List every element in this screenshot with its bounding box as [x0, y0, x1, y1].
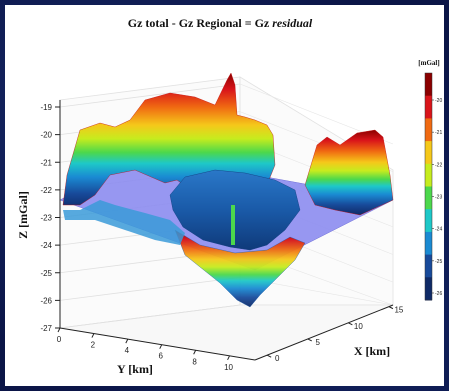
colorbar-segment	[425, 186, 432, 210]
colorbar-segment	[425, 163, 432, 187]
y-tick-mark	[193, 350, 197, 355]
colorbar-tick-label: -26	[435, 291, 442, 297]
y-tick-label: 8	[192, 357, 197, 366]
colorbar-segment	[425, 277, 432, 301]
y-axis-line	[59, 327, 256, 361]
figure-panel: Gz total - Gz Regional = Gz residual	[5, 5, 444, 386]
colorbar-tick-label: -21	[435, 130, 442, 136]
x-axis-line	[254, 304, 394, 361]
x-tick-mark	[266, 354, 272, 358]
x-tick-mark	[388, 306, 394, 310]
colorbar-tick-label: -20	[435, 98, 442, 104]
x-tick-label: 0	[275, 354, 280, 363]
residual-surface	[62, 72, 394, 308]
x-tick-label: 5	[316, 338, 321, 347]
z-tick-label: -20	[40, 131, 52, 140]
y-tick-label: 0	[57, 335, 62, 344]
y-tick-mark	[159, 344, 163, 349]
colorbar-tick-label: -23	[435, 195, 442, 201]
colorbar-tick-label: -22	[435, 162, 442, 168]
x-tick-label: 15	[394, 306, 403, 315]
y-axis-ticks: 0 2 4 6 8 10	[57, 327, 234, 372]
surface-front-rim	[63, 200, 185, 245]
colorbar-segment	[425, 73, 432, 97]
z-grid-line	[59, 276, 241, 301]
x-tick-mark	[348, 322, 353, 326]
z-tick-label: -22	[40, 186, 52, 195]
z-axis-ticks: -19 -20 -21 -22 -23 -24 -25 -26 -27	[40, 103, 60, 333]
x-axis-label: X [km]	[354, 344, 390, 358]
chart-title: Gz total - Gz Regional = Gz residual	[128, 16, 313, 30]
y-tick-mark	[57, 327, 61, 333]
y-tick-mark	[91, 333, 95, 338]
colorbar-border	[424, 72, 433, 301]
z-tick-label: -26	[40, 296, 52, 305]
y-tick-mark	[125, 338, 129, 344]
z-tick-label: -23	[40, 214, 52, 223]
surface-trough	[174, 229, 306, 308]
y-axis-label: Y [km]	[117, 362, 153, 376]
title-suffix-normal: Gz	[255, 16, 273, 30]
surface-spike	[231, 205, 235, 245]
title-suffix-italic: residual	[272, 16, 313, 30]
colorbar-segment	[425, 254, 432, 278]
colorbar-ticks: -20 -21 -22 -23 -24 -25 -26	[432, 98, 442, 297]
colorbar-tick-label: -24	[435, 227, 442, 233]
z-tick-label: -19	[40, 103, 52, 112]
colorbar-segment	[425, 141, 432, 165]
colorbar-segment	[425, 118, 432, 142]
z-axis-label: Z [mGal]	[16, 191, 30, 239]
z-tick-label: -21	[40, 158, 52, 167]
colorbar-segment	[425, 95, 432, 119]
colorbar-segment	[425, 209, 432, 233]
y-tick-label: 4	[125, 346, 130, 355]
x-axis-ticks: 0 5 10 15	[266, 306, 404, 363]
colorbar-tick-label: -25	[435, 259, 442, 265]
z-grid-line	[59, 83, 241, 108]
z-tick-label: -24	[40, 241, 52, 250]
z-grid-line	[59, 304, 241, 329]
z-tick-label: -25	[40, 269, 52, 278]
y-tick-label: 2	[91, 341, 96, 350]
colorbar	[424, 72, 433, 301]
y-tick-label: 10	[224, 363, 233, 372]
colorbar-segment	[425, 231, 432, 256]
colorbar-label: [mGal]	[418, 59, 439, 67]
y-tick-mark	[227, 355, 231, 361]
surface-chart: Gz total - Gz Regional = Gz residual	[16, 16, 442, 376]
title-prefix: Gz total - Gz Regional =	[128, 16, 255, 30]
z-tick-label: -27	[40, 324, 52, 333]
x-tick-mark	[307, 338, 312, 342]
y-tick-label: 6	[159, 352, 164, 361]
x-tick-label: 10	[354, 322, 363, 331]
surface-right-wing	[304, 129, 394, 216]
